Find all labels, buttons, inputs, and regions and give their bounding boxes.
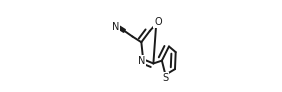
Text: N: N <box>138 56 145 66</box>
Text: O: O <box>154 17 162 27</box>
Text: N: N <box>112 22 119 32</box>
Text: S: S <box>162 73 168 83</box>
